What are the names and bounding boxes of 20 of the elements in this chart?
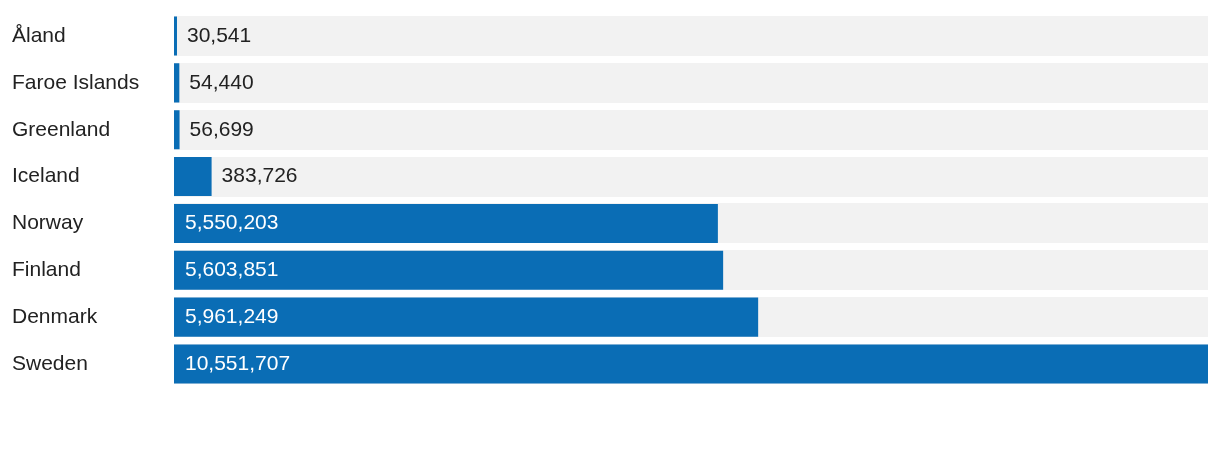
- data-label: 5,961,249: [185, 303, 279, 327]
- data-label: 56,699: [189, 116, 254, 140]
- data-label: 10,551,707: [185, 350, 291, 374]
- bar: [174, 110, 180, 150]
- y-tick-label: Finland: [12, 257, 81, 281]
- y-tick-label: Sweden: [12, 350, 88, 374]
- data-label: 5,603,851: [185, 257, 279, 281]
- y-tick-label: Faroe Islands: [12, 69, 140, 93]
- data-label: 30,541: [186, 22, 252, 46]
- y-tick-label: Norway: [12, 210, 84, 234]
- bar: [174, 63, 180, 103]
- data-label: 54,440: [189, 69, 254, 93]
- data-label: 383,726: [221, 163, 298, 187]
- y-tick-label: Denmark: [12, 303, 98, 327]
- bar: [174, 157, 212, 197]
- y-tick-label: Iceland: [12, 163, 80, 187]
- bar: [174, 16, 177, 56]
- data-label: 5,550,203: [185, 210, 279, 234]
- y-tick-label: Åland: [12, 22, 66, 46]
- y-tick-label: Greenland: [12, 116, 111, 140]
